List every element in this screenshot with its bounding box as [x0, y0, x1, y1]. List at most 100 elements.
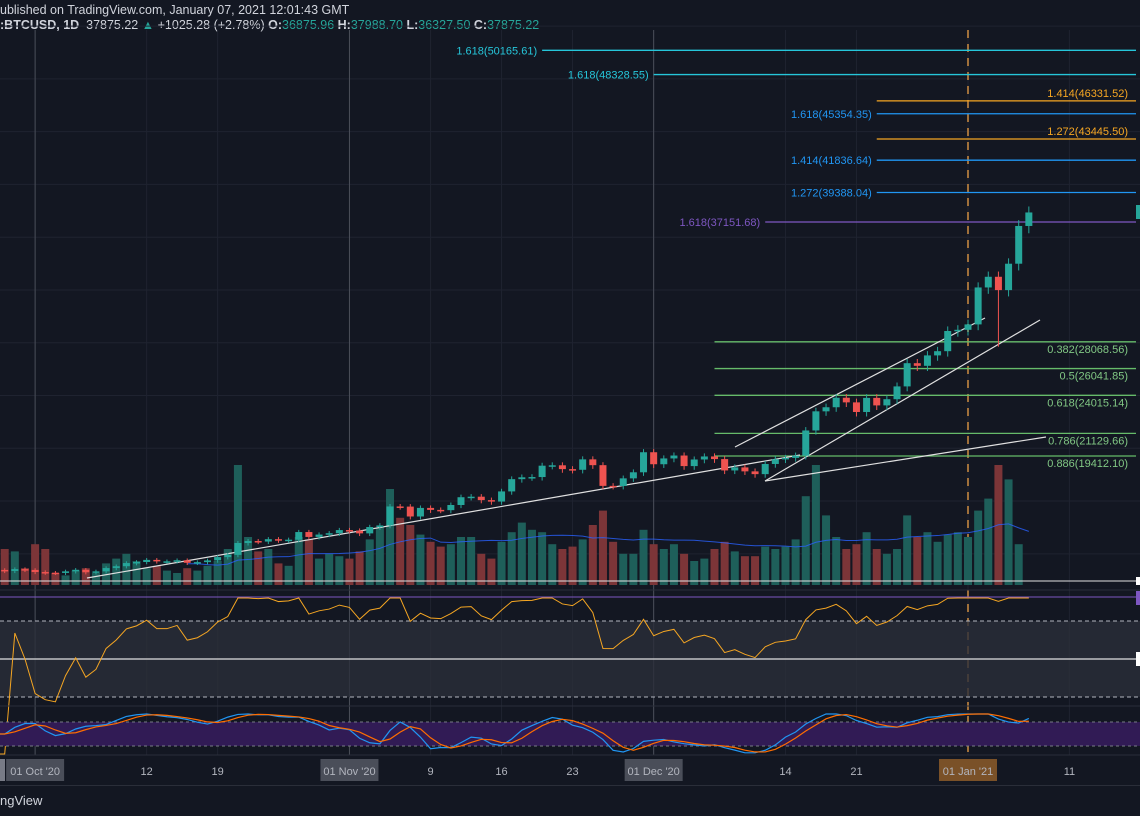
candle	[122, 563, 130, 567]
volume-bar	[903, 515, 912, 585]
fib-level[interactable]: 1.618(48328.55)	[568, 70, 1136, 82]
rsi-pane	[0, 597, 1140, 755]
volume-bar	[132, 561, 141, 585]
fib-level[interactable]: 0.786(21129.66)	[714, 432, 1137, 447]
fib-level[interactable]: 0.618(24015.14)	[714, 394, 1137, 409]
volume-bar	[953, 532, 962, 585]
fib-level[interactable]: 1.414(41836.64)	[791, 155, 1136, 167]
fib-level[interactable]: 1.272(39388.04)	[791, 187, 1136, 199]
fib-extension-levels[interactable]: 1.618(50165.61) 1.618(48328.55) 1.414(4633…	[456, 45, 1136, 470]
time-axis-label: 19	[212, 766, 224, 778]
time-axis-label: 01 Jan '21	[943, 766, 993, 778]
candle	[599, 465, 607, 486]
volume-bar	[751, 556, 760, 585]
candle	[21, 569, 29, 571]
support-trendline[interactable]	[764, 436, 1047, 482]
volume-bar	[862, 532, 871, 585]
candle	[447, 505, 455, 511]
ohlc-legend: :BTCUSD, 1D 37875.22 ▲ +1025.28 (+2.78%)…	[0, 18, 539, 32]
volume-bar	[183, 568, 192, 585]
time-axis-label: 12	[141, 766, 153, 778]
published-caption: ublished on TradingView.com, January 07,…	[0, 3, 350, 17]
volume-bar	[781, 546, 790, 585]
fib-level[interactable]: 1.618(50165.61)	[456, 45, 1136, 57]
candle	[356, 530, 364, 534]
volume-bar	[457, 537, 465, 585]
candle	[751, 471, 759, 475]
candle	[538, 465, 546, 478]
volume-bar	[629, 553, 638, 585]
candle	[82, 569, 90, 573]
candle	[883, 399, 891, 406]
stoch-band	[0, 722, 1140, 746]
candle	[325, 533, 333, 535]
volume-bar	[974, 510, 983, 585]
volume-bar	[710, 549, 719, 585]
volume-bar	[659, 549, 668, 585]
candle	[690, 459, 698, 467]
volume-bar	[254, 551, 263, 585]
fib-level[interactable]: 1.618(37151.68)	[679, 217, 1136, 229]
volume-bar	[294, 537, 303, 585]
fib-level[interactable]: 0.382(28068.56)	[714, 341, 1137, 356]
rsi-line	[0, 597, 1029, 755]
volume-bar	[244, 537, 253, 585]
time-axis[interactable]: 01 Oct '20 12 19 01 Nov '20 9 16 23 01 Dec '20 1…	[0, 754, 1140, 785]
fib-level[interactable]: 1.414(46331.52)	[876, 88, 1136, 102]
candle	[335, 530, 343, 534]
volume-bar	[872, 549, 881, 585]
fib-label: 1.618(50165.61)	[456, 45, 537, 57]
price-chart[interactable]: 1.618(50165.61) 1.618(48328.55) 1.414(4633…	[0, 0, 1140, 785]
candle	[518, 477, 526, 480]
volume-bar	[304, 539, 313, 585]
candle	[964, 324, 972, 330]
candle	[366, 527, 374, 534]
candle	[295, 532, 303, 540]
volume-bar	[487, 558, 496, 585]
candle	[51, 572, 59, 575]
stoch-rsi-pane	[0, 713, 1140, 754]
volume-bar	[274, 563, 283, 585]
volume-bar	[284, 565, 293, 585]
candle	[264, 539, 272, 542]
open-label: O:	[268, 18, 283, 32]
volume-bar	[538, 532, 547, 585]
volume-bar	[193, 570, 202, 585]
candle	[406, 506, 414, 517]
fib-level[interactable]: 1.272(43445.50)	[876, 126, 1136, 140]
time-axis-label: 01 Dec '20	[628, 766, 680, 778]
high-label: H:	[337, 18, 351, 32]
candle	[133, 561, 141, 564]
stoch-k-line	[0, 713, 1030, 754]
candle	[112, 566, 120, 569]
candles	[1, 206, 1033, 576]
channel-upper-line[interactable]	[734, 317, 986, 448]
candle	[731, 467, 739, 471]
channel-lower-line[interactable]	[764, 319, 1041, 482]
candle	[913, 363, 921, 366]
trend-lines[interactable]	[86, 317, 1047, 579]
volume-bar	[173, 573, 182, 585]
date-label-box	[624, 759, 683, 781]
candle	[832, 397, 840, 408]
volume-bar	[842, 549, 851, 585]
candle	[477, 496, 485, 501]
volume-bar	[832, 537, 841, 585]
candle	[903, 363, 911, 387]
candle	[650, 452, 658, 465]
fib-label: 0.382(28068.56)	[1047, 344, 1128, 356]
candle	[528, 477, 536, 479]
fib-level[interactable]: 1.618(45354.35)	[791, 109, 1136, 121]
volume-bar	[649, 544, 658, 585]
fib-level[interactable]: 0.5(26041.85)	[714, 367, 1137, 383]
fib-label: 0.886(19412.10)	[1047, 458, 1128, 470]
candle	[954, 329, 962, 332]
candle	[143, 559, 151, 562]
time-axis-label: 16	[495, 766, 507, 778]
long-trendline[interactable]	[86, 454, 801, 579]
last-price: 37875.22	[86, 18, 139, 32]
candle	[173, 560, 181, 562]
candle	[781, 457, 789, 460]
volume-bar	[396, 517, 405, 585]
volume-bar	[1004, 479, 1013, 585]
